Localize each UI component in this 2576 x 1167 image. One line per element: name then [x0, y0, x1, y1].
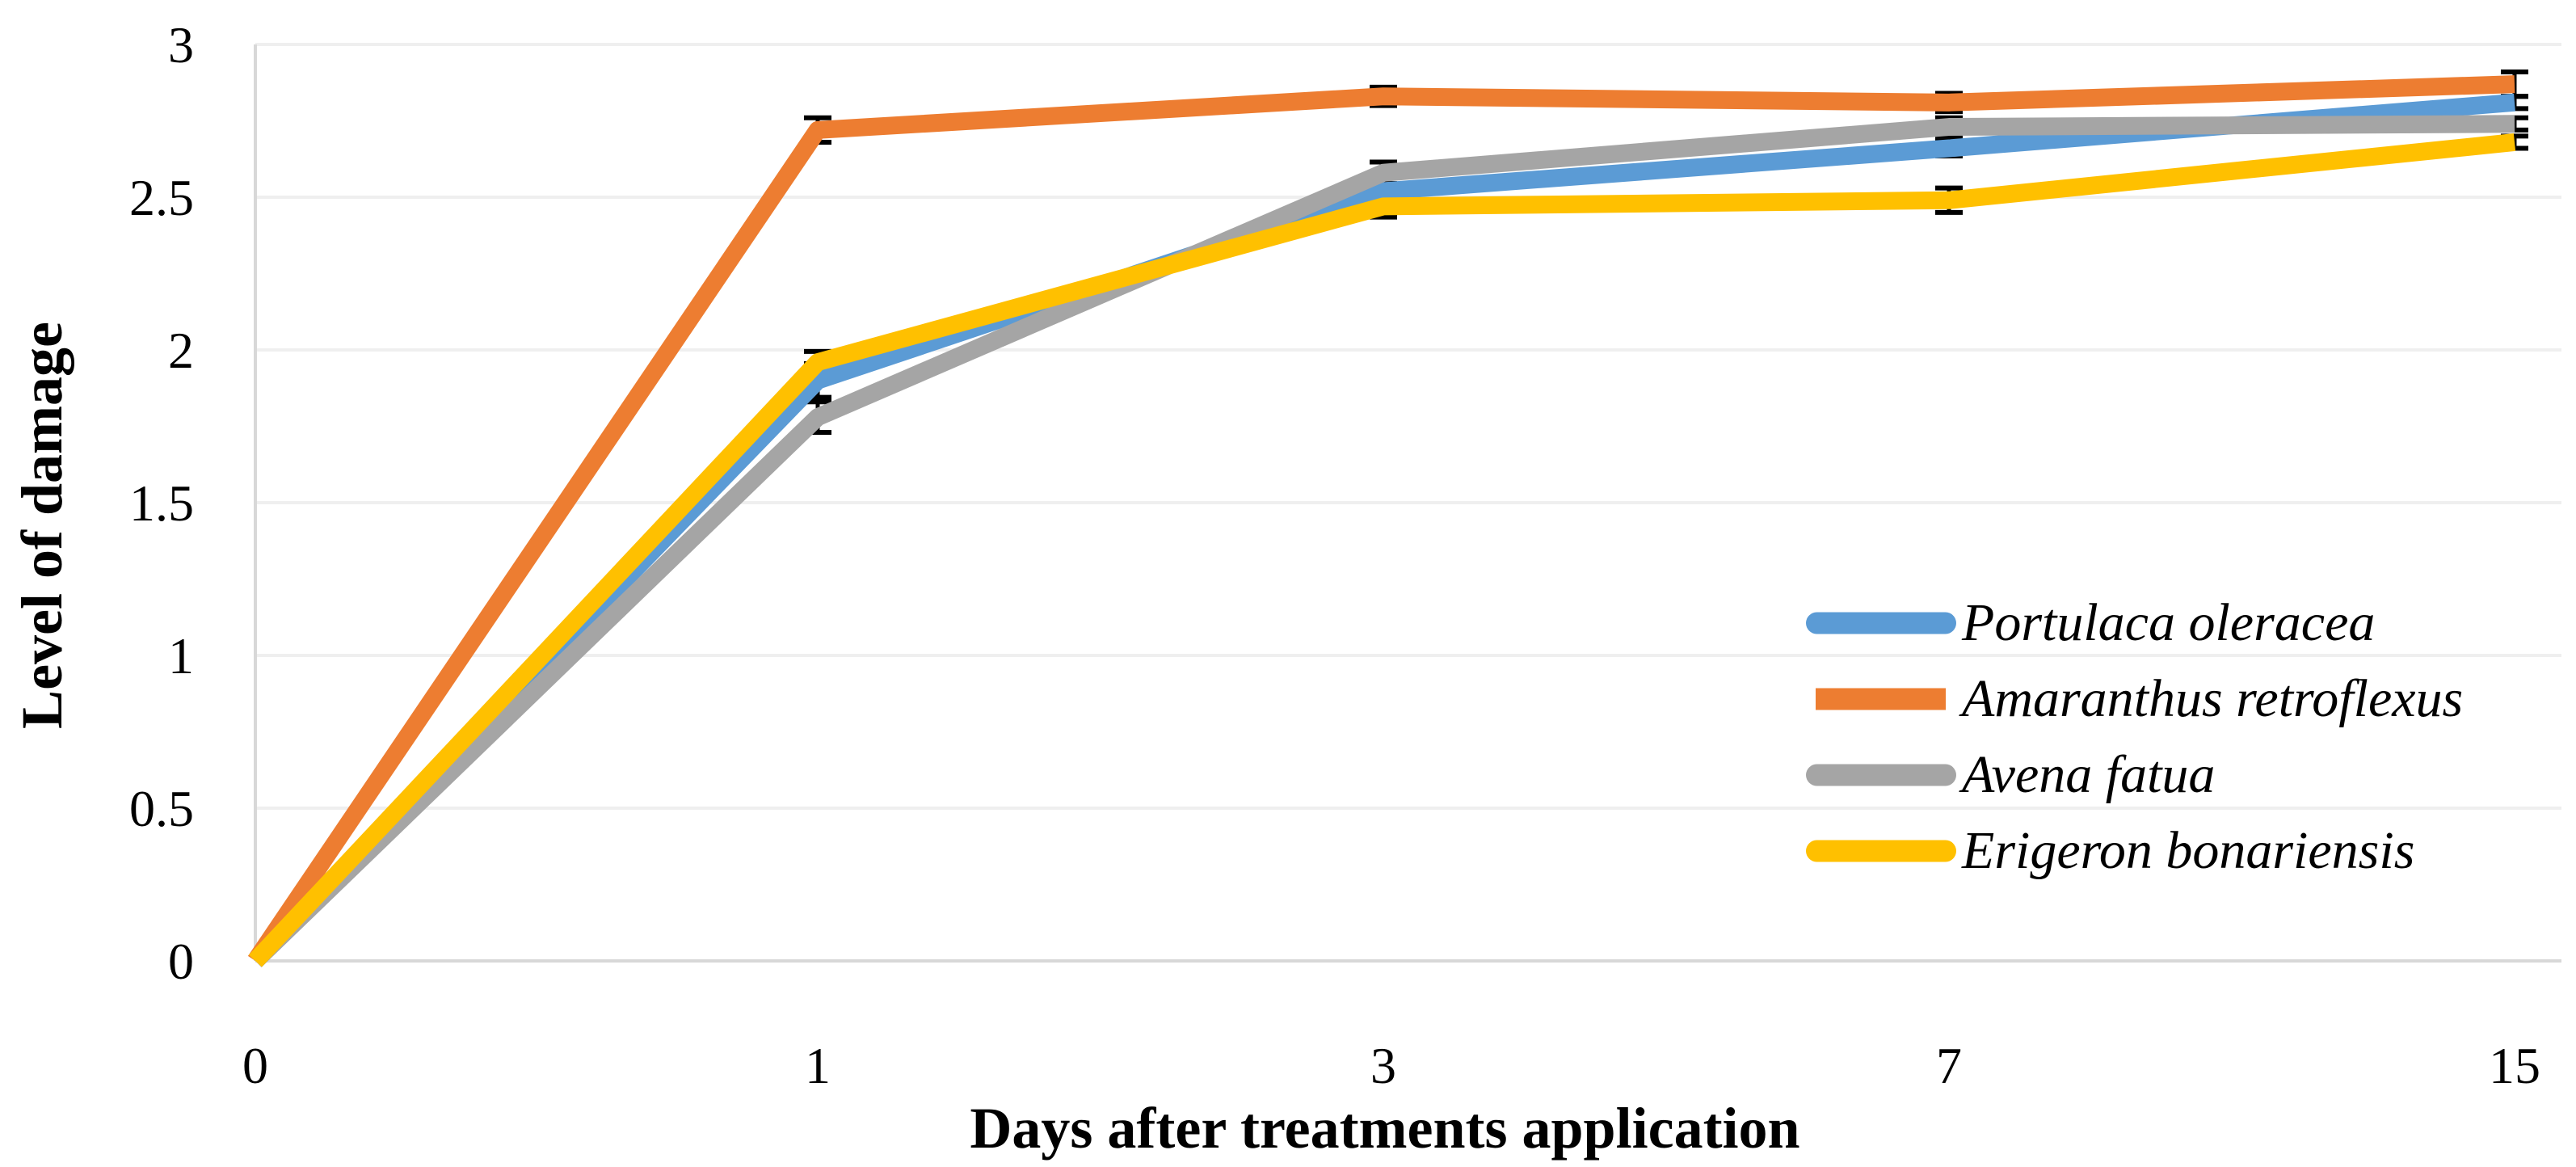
y-axis-title: Level of damage — [10, 322, 74, 729]
legend-swatch-erigeron-bonariensis — [1806, 840, 1956, 862]
x-tick-label: 1 — [805, 1037, 831, 1094]
y-tick-label: 3 — [168, 16, 194, 74]
legend-label-erigeron-bonariensis: Erigeron bonariensis — [1961, 821, 2414, 880]
legend-swatch-avena-fatua — [1806, 764, 1956, 786]
x-tick-label: 15 — [2489, 1037, 2540, 1094]
y-tick-label: 0.5 — [129, 780, 194, 837]
y-tick-labels-group: 0 0.5 1 1.5 2 2.5 3 — [129, 16, 194, 990]
series-line-avena-fatua — [249, 115, 2515, 967]
y-tick-label: 2 — [168, 322, 194, 379]
legend-swatch-amaranthus-retroflexus — [1816, 688, 1946, 710]
y-tick-label: 1.5 — [129, 474, 194, 532]
legend-label-avena-fatua: Avena fatua — [1959, 745, 2215, 804]
legend-label-amaranthus-retroflexus: Amaranthus retroflexus — [1959, 669, 2463, 728]
y-tick-label: 0 — [168, 933, 194, 990]
legend: Portulaca oleracea Amaranthus retroflexus… — [1806, 593, 2463, 880]
y-tick-label: 2.5 — [129, 169, 194, 226]
series-line-erigeron-bonariensis — [248, 133, 2516, 967]
x-tick-labels-group: 0 1 3 7 15 — [242, 1037, 2540, 1094]
legend-swatch-portulaca-oleracea — [1806, 612, 1956, 634]
x-tick-label: 0 — [242, 1037, 268, 1094]
y-tick-label: 1 — [168, 627, 194, 685]
legend-label-portulaca-oleracea: Portulaca oleracea — [1961, 593, 2375, 652]
series-line-amaranthus-retroflexus — [247, 75, 2515, 967]
x-tick-label: 7 — [1936, 1037, 1962, 1094]
x-tick-label: 3 — [1370, 1037, 1396, 1094]
x-axis-title: Days after treatments application — [970, 1096, 1799, 1161]
series-lines-group — [247, 75, 2516, 967]
